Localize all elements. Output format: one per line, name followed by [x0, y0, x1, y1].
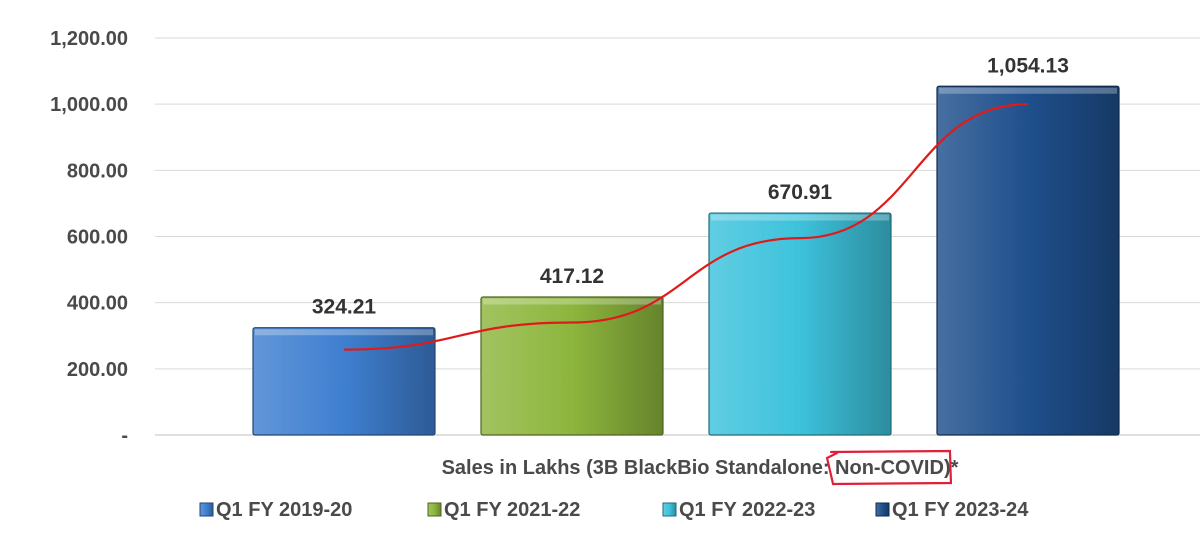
- legend-item-0: Q1 FY 2019-20: [199, 499, 352, 521]
- legend-swatch: [427, 502, 442, 517]
- bar-0: [252, 327, 436, 436]
- legend-label: Q1 FY 2022-23: [679, 499, 815, 521]
- y-tick-label: 1,000.00: [50, 94, 128, 116]
- legend-swatch: [662, 502, 677, 517]
- trendline-path: [343, 103, 1029, 351]
- legend-item-1: Q1 FY 2021-22: [427, 499, 580, 521]
- legend-label: Q1 FY 2019-20: [216, 499, 352, 521]
- legend: Q1 FY 2019-20 Q1 FY 2021-22 Q1 FY 2022-23 Q…: [199, 499, 1029, 521]
- bar-highlight: [939, 87, 1117, 94]
- bar-highlight: [483, 298, 661, 305]
- trendline: [343, 103, 1029, 351]
- bar-3: [936, 85, 1120, 436]
- bars: [252, 85, 1120, 436]
- legend-item-2: Q1 FY 2022-23: [662, 499, 815, 521]
- x-axis-title-before: Sales in Lakhs (3B BlackBio Standalone:: [442, 457, 835, 479]
- data-label: 417.12: [540, 265, 604, 288]
- handdrawn-highlight: [825, 449, 953, 486]
- bar-highlight: [711, 214, 889, 221]
- bar-1: [480, 296, 664, 436]
- legend-label: Q1 FY 2021-22: [444, 499, 580, 521]
- data-labels: 324.21 417.12 670.91 1,054.13: [312, 54, 1069, 318]
- y-tick-label: -: [121, 425, 128, 447]
- y-axis: - 200.00 400.00 600.00 800.00 1,000.00 1,200.0…: [50, 28, 128, 447]
- data-label: 1,054.13: [987, 54, 1069, 77]
- y-tick-label: 800.00: [67, 160, 128, 182]
- y-tick-label: 600.00: [67, 227, 128, 249]
- legend-item-3: Q1 FY 2023-24: [875, 499, 1029, 521]
- legend-label: Q1 FY 2023-24: [892, 499, 1029, 521]
- x-axis-title-group: Sales in Lakhs (3B BlackBio Standalone: …: [442, 449, 959, 486]
- y-tick-label: 1,200.00: [50, 28, 128, 50]
- legend-swatch: [875, 502, 890, 517]
- data-label: 670.91: [768, 181, 833, 204]
- x-axis-title-circled: Non-COVID: [835, 457, 944, 479]
- x-axis-title: Sales in Lakhs (3B BlackBio Standalone: …: [442, 457, 959, 479]
- bar-2: [708, 212, 892, 436]
- y-tick-label: 200.00: [67, 359, 128, 381]
- legend-swatch: [199, 502, 214, 517]
- data-label: 324.21: [312, 296, 377, 319]
- bar-highlight: [255, 329, 433, 336]
- y-tick-label: 400.00: [67, 293, 128, 315]
